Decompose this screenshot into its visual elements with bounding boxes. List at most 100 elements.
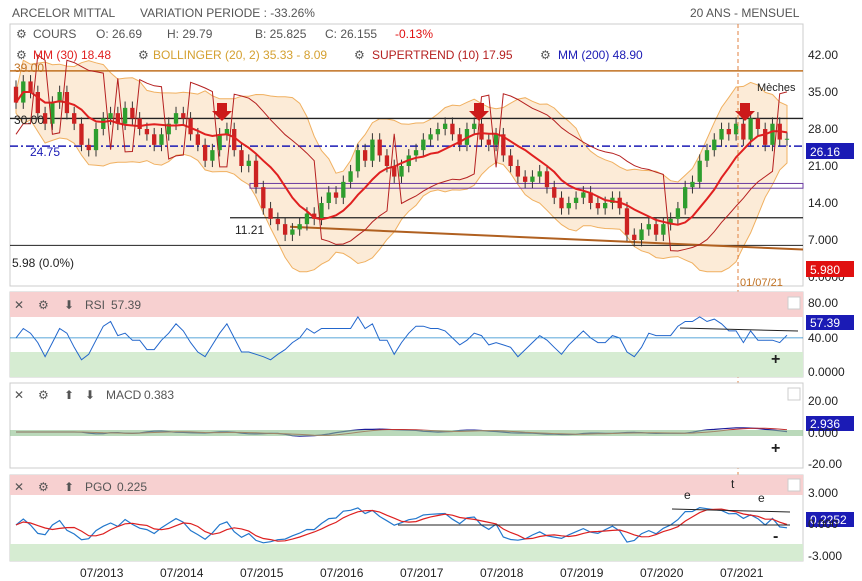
candle-body	[784, 138, 790, 140]
candle-body	[683, 187, 688, 209]
level-598-label: 5.98 (0.0%)	[12, 256, 74, 270]
x-tick-label: 07/2015	[240, 566, 284, 580]
date-marker-label: 01/07/21	[740, 277, 783, 289]
price-tick-label: 14.00	[808, 196, 838, 210]
gear-icon[interactable]: ⚙	[38, 298, 49, 312]
candle-body	[515, 166, 521, 177]
legend-row-1: ⚙ COURS O: 26.69 H: 29.79 B: 25.825 C: 2…	[16, 27, 433, 41]
candle-body	[435, 129, 441, 135]
legend-mm200: MM (200) 48.90	[558, 48, 643, 62]
candle-body	[253, 160, 259, 188]
candle-body	[93, 129, 99, 151]
pgo-panel: ✕ ⚙ ⬆ PGO 0.225 e t e - 0.2252	[9, 474, 854, 562]
candle-body	[493, 134, 499, 145]
macd-panel: ✕ ⚙ ⬆ ⬇ MACD 0.383 + 2.936	[9, 382, 854, 469]
candle-body	[261, 187, 266, 209]
candle-body	[115, 113, 120, 124]
candle-body	[748, 118, 753, 140]
move-up-icon[interactable]: ⬆	[64, 480, 74, 494]
gear-icon[interactable]: ⚙	[354, 48, 365, 62]
x-tick-label: 07/2017	[400, 566, 444, 580]
gear-icon[interactable]: ⚙	[16, 48, 27, 62]
macd-tick-label: 0.000	[808, 426, 838, 440]
candle-body	[246, 160, 251, 166]
candle-body	[282, 224, 288, 235]
candle-body	[195, 134, 201, 145]
candle-body	[690, 181, 695, 188]
pgo-toggle-box[interactable]	[787, 478, 801, 492]
candle-body	[202, 144, 208, 161]
price-now-text: 26.16	[810, 145, 840, 159]
candle-body	[450, 123, 455, 135]
legend-bollinger: BOLLINGER (20, 2) 35.33 - 8.09	[153, 48, 327, 62]
candle-body	[428, 134, 433, 140]
legend-mm30: MM (30) 18.48	[33, 48, 111, 62]
gear-icon[interactable]: ⚙	[138, 48, 149, 62]
close-icon[interactable]: ✕	[14, 388, 24, 402]
pgo-sign: -	[773, 528, 778, 545]
variation-text: VARIATION PERIODE : -33.26%	[140, 6, 315, 20]
macd-toggle-box[interactable]	[787, 387, 801, 401]
candle-body	[35, 92, 40, 114]
candle-body	[341, 181, 346, 198]
pgo-trendline	[671, 508, 791, 513]
candle-body	[13, 86, 19, 103]
candle-body	[304, 213, 310, 225]
candle-body	[333, 192, 339, 198]
pgo-lower-zone	[10, 544, 803, 561]
rsi-tick-label: 80.00	[808, 296, 838, 310]
x-tick-label: 07/2020	[640, 566, 684, 580]
candle-body	[399, 166, 404, 177]
x-tick-label: 07/2018	[480, 566, 524, 580]
candle-body	[268, 208, 273, 219]
rsi-toggle-box[interactable]	[787, 296, 801, 310]
pgo-lines	[15, 506, 788, 544]
legend-low: B: 25.825	[255, 27, 307, 41]
candle-body	[79, 123, 84, 145]
level-39-label: 39.00	[14, 61, 44, 75]
down-arrow-icon	[735, 103, 755, 121]
candle-body	[661, 224, 666, 235]
close-icon[interactable]: ✕	[14, 480, 24, 494]
price-low-text: 5.980	[810, 263, 840, 277]
gear-icon[interactable]: ⚙	[540, 48, 551, 62]
legend-high: H: 29.79	[167, 27, 213, 41]
candle-body	[392, 166, 397, 177]
candle-body	[290, 229, 295, 235]
candle-body	[348, 171, 353, 182]
candle-body	[50, 102, 55, 124]
price-panel: ⚙ COURS O: 26.69 H: 29.79 B: 25.825 C: 2…	[9, 23, 804, 561]
candle-body	[712, 139, 717, 151]
price-tick-label: 21.00	[808, 159, 838, 173]
candle-body	[602, 203, 608, 209]
move-down-icon[interactable]: ⬇	[85, 388, 95, 402]
candle-body	[639, 229, 644, 240]
macd-box-text: 2.936	[810, 417, 840, 431]
close-icon[interactable]: ✕	[14, 298, 24, 312]
pgo-path	[15, 506, 788, 544]
candle-body	[188, 118, 193, 135]
pgo-axis: 3.000 0.000 -3.000	[808, 486, 842, 563]
candle-body	[312, 213, 317, 219]
candle-body	[217, 134, 222, 151]
pgo-signal-path	[15, 508, 788, 542]
candles	[13, 75, 790, 247]
gear-icon[interactable]: ⚙	[38, 388, 49, 402]
move-down-icon[interactable]: ⬇	[64, 298, 74, 312]
move-up-icon[interactable]: ⬆	[64, 388, 74, 402]
gear-icon[interactable]: ⚙	[38, 480, 49, 494]
candle-body	[173, 113, 179, 124]
candle-body	[137, 118, 142, 129]
candle-body	[442, 123, 448, 129]
candle-body	[232, 129, 237, 151]
down-arrow-icon	[469, 103, 489, 121]
pgo-box-text: 0.2252	[810, 513, 847, 527]
candle-body	[72, 113, 77, 124]
candle-body	[522, 176, 528, 182]
rsi-overbought-zone	[10, 292, 803, 317]
candle-body	[377, 139, 382, 156]
price-tick-label: 28.00	[808, 122, 838, 136]
candle-body	[566, 203, 571, 209]
gear-icon[interactable]: ⚙	[16, 27, 27, 41]
